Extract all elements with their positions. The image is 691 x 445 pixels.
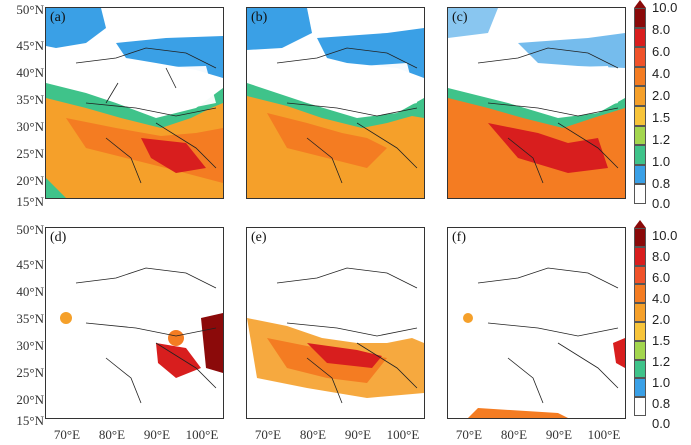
colorbar-segment bbox=[634, 125, 646, 146]
lat-label: 30°N bbox=[16, 119, 44, 134]
colorbar-tick: 0.0 bbox=[652, 416, 671, 431]
colorbar-segment bbox=[634, 86, 646, 106]
lat-label: 50°N bbox=[16, 2, 44, 17]
map-panel-a: (a) bbox=[45, 7, 224, 199]
colorbar-segment bbox=[634, 145, 646, 165]
colorbar-tick: 0.0 bbox=[652, 196, 671, 211]
colorbar-tick: 6.0 bbox=[652, 44, 671, 59]
map-d-canvas bbox=[60, 267, 223, 404]
colorbar-tick: 1.2 bbox=[652, 354, 671, 369]
colorbar-arrow bbox=[634, 0, 646, 8]
lat-label: 20°N bbox=[16, 173, 44, 188]
colorbar-segment bbox=[634, 66, 646, 87]
colorbar-tick: 10.0 bbox=[652, 0, 678, 15]
colorbar-segment bbox=[634, 265, 646, 285]
colorbar-arrow bbox=[634, 220, 646, 228]
colorbar-tick: 10.0 bbox=[652, 228, 678, 243]
lat-label: 30°N bbox=[16, 338, 44, 353]
colorbar-segment bbox=[634, 27, 646, 48]
lat-label: 15°N bbox=[16, 413, 44, 428]
panel-label: (a) bbox=[50, 10, 66, 25]
lon-label: 80°E bbox=[299, 427, 327, 442]
colorbar-segment bbox=[634, 106, 646, 126]
colorbar-segment bbox=[634, 284, 646, 304]
lon-label: 90°E bbox=[545, 427, 573, 442]
colorbar-segment bbox=[634, 378, 646, 398]
map-a-canvas bbox=[46, 8, 223, 198]
map-c-canvas bbox=[448, 8, 625, 198]
colorbar-segment bbox=[634, 246, 646, 266]
colorbar-segment bbox=[634, 359, 646, 379]
lon-label: 90°E bbox=[143, 427, 171, 442]
lon-label: 70°E bbox=[254, 427, 282, 442]
lat-label: 50°N bbox=[16, 222, 44, 237]
colorbar-tick: 1.0 bbox=[652, 375, 671, 390]
lon-label: 70°E bbox=[455, 427, 483, 442]
map-f-canvas bbox=[463, 267, 625, 418]
colorbar-segment bbox=[634, 164, 646, 185]
colorbar-tick: 8.0 bbox=[652, 22, 671, 37]
lat-label: 40°N bbox=[16, 65, 44, 80]
colorbar-segment bbox=[634, 397, 646, 416]
panel-label: (b) bbox=[251, 10, 268, 25]
lat-label: 40°N bbox=[16, 284, 44, 299]
lon-label: 100°E bbox=[587, 427, 621, 442]
panel-label: (d) bbox=[50, 230, 67, 245]
lat-label: 15°N bbox=[16, 194, 44, 209]
colorbar-tick: 1.5 bbox=[652, 333, 671, 348]
colorbar-tick: 0.8 bbox=[652, 176, 671, 191]
lat-label: 25°N bbox=[16, 365, 44, 380]
colorbar-top bbox=[634, 0, 646, 204]
colorbar-tick: 2.0 bbox=[652, 88, 671, 103]
lon-label: 90°E bbox=[344, 427, 372, 442]
colorbar-bottom bbox=[634, 220, 646, 416]
colorbar-tick: 2.0 bbox=[652, 312, 671, 327]
colorbar-tick: 8.0 bbox=[652, 249, 671, 264]
colorbar-tick: 6.0 bbox=[652, 270, 671, 285]
colorbar-tick: 4.0 bbox=[652, 291, 671, 306]
colorbar-tick: 0.8 bbox=[652, 396, 671, 411]
lon-label: 80°E bbox=[500, 427, 528, 442]
colorbar-segment bbox=[634, 322, 646, 341]
colorbar-segment bbox=[634, 340, 646, 360]
lon-label: 100°E bbox=[185, 427, 219, 442]
map-b-canvas bbox=[247, 8, 424, 198]
map-panel-f: (f) bbox=[447, 227, 626, 419]
lat-label: 45°N bbox=[16, 257, 44, 272]
lat-label: 35°N bbox=[16, 311, 44, 326]
lat-label: 25°N bbox=[16, 146, 44, 161]
panel-label: (c) bbox=[452, 10, 468, 25]
colorbar-tick: 1.0 bbox=[652, 154, 671, 169]
colorbar-segment bbox=[634, 47, 646, 67]
lat-label: 45°N bbox=[16, 38, 44, 53]
colorbar-segment bbox=[634, 303, 646, 322]
lon-label: 70°E bbox=[53, 427, 81, 442]
map-e-canvas bbox=[247, 267, 424, 404]
colorbar-segment bbox=[634, 8, 646, 28]
lon-label: 80°E bbox=[98, 427, 126, 442]
colorbar-tick: 1.5 bbox=[652, 110, 671, 125]
lat-label: 20°N bbox=[16, 392, 44, 407]
lon-label: 100°E bbox=[386, 427, 420, 442]
panel-label: (f) bbox=[452, 230, 466, 245]
map-panel-b: (b) bbox=[246, 7, 425, 199]
lat-label: 35°N bbox=[16, 92, 44, 107]
colorbar-tick: 4.0 bbox=[652, 66, 671, 81]
colorbar-segment bbox=[634, 228, 646, 247]
map-panel-d: (d) bbox=[45, 227, 224, 419]
panel-label: (e) bbox=[251, 230, 267, 245]
map-panel-e: (e) bbox=[246, 227, 425, 419]
colorbar-tick: 1.2 bbox=[652, 132, 671, 147]
map-panel-c: (c) bbox=[447, 7, 626, 199]
colorbar-segment bbox=[634, 184, 646, 204]
